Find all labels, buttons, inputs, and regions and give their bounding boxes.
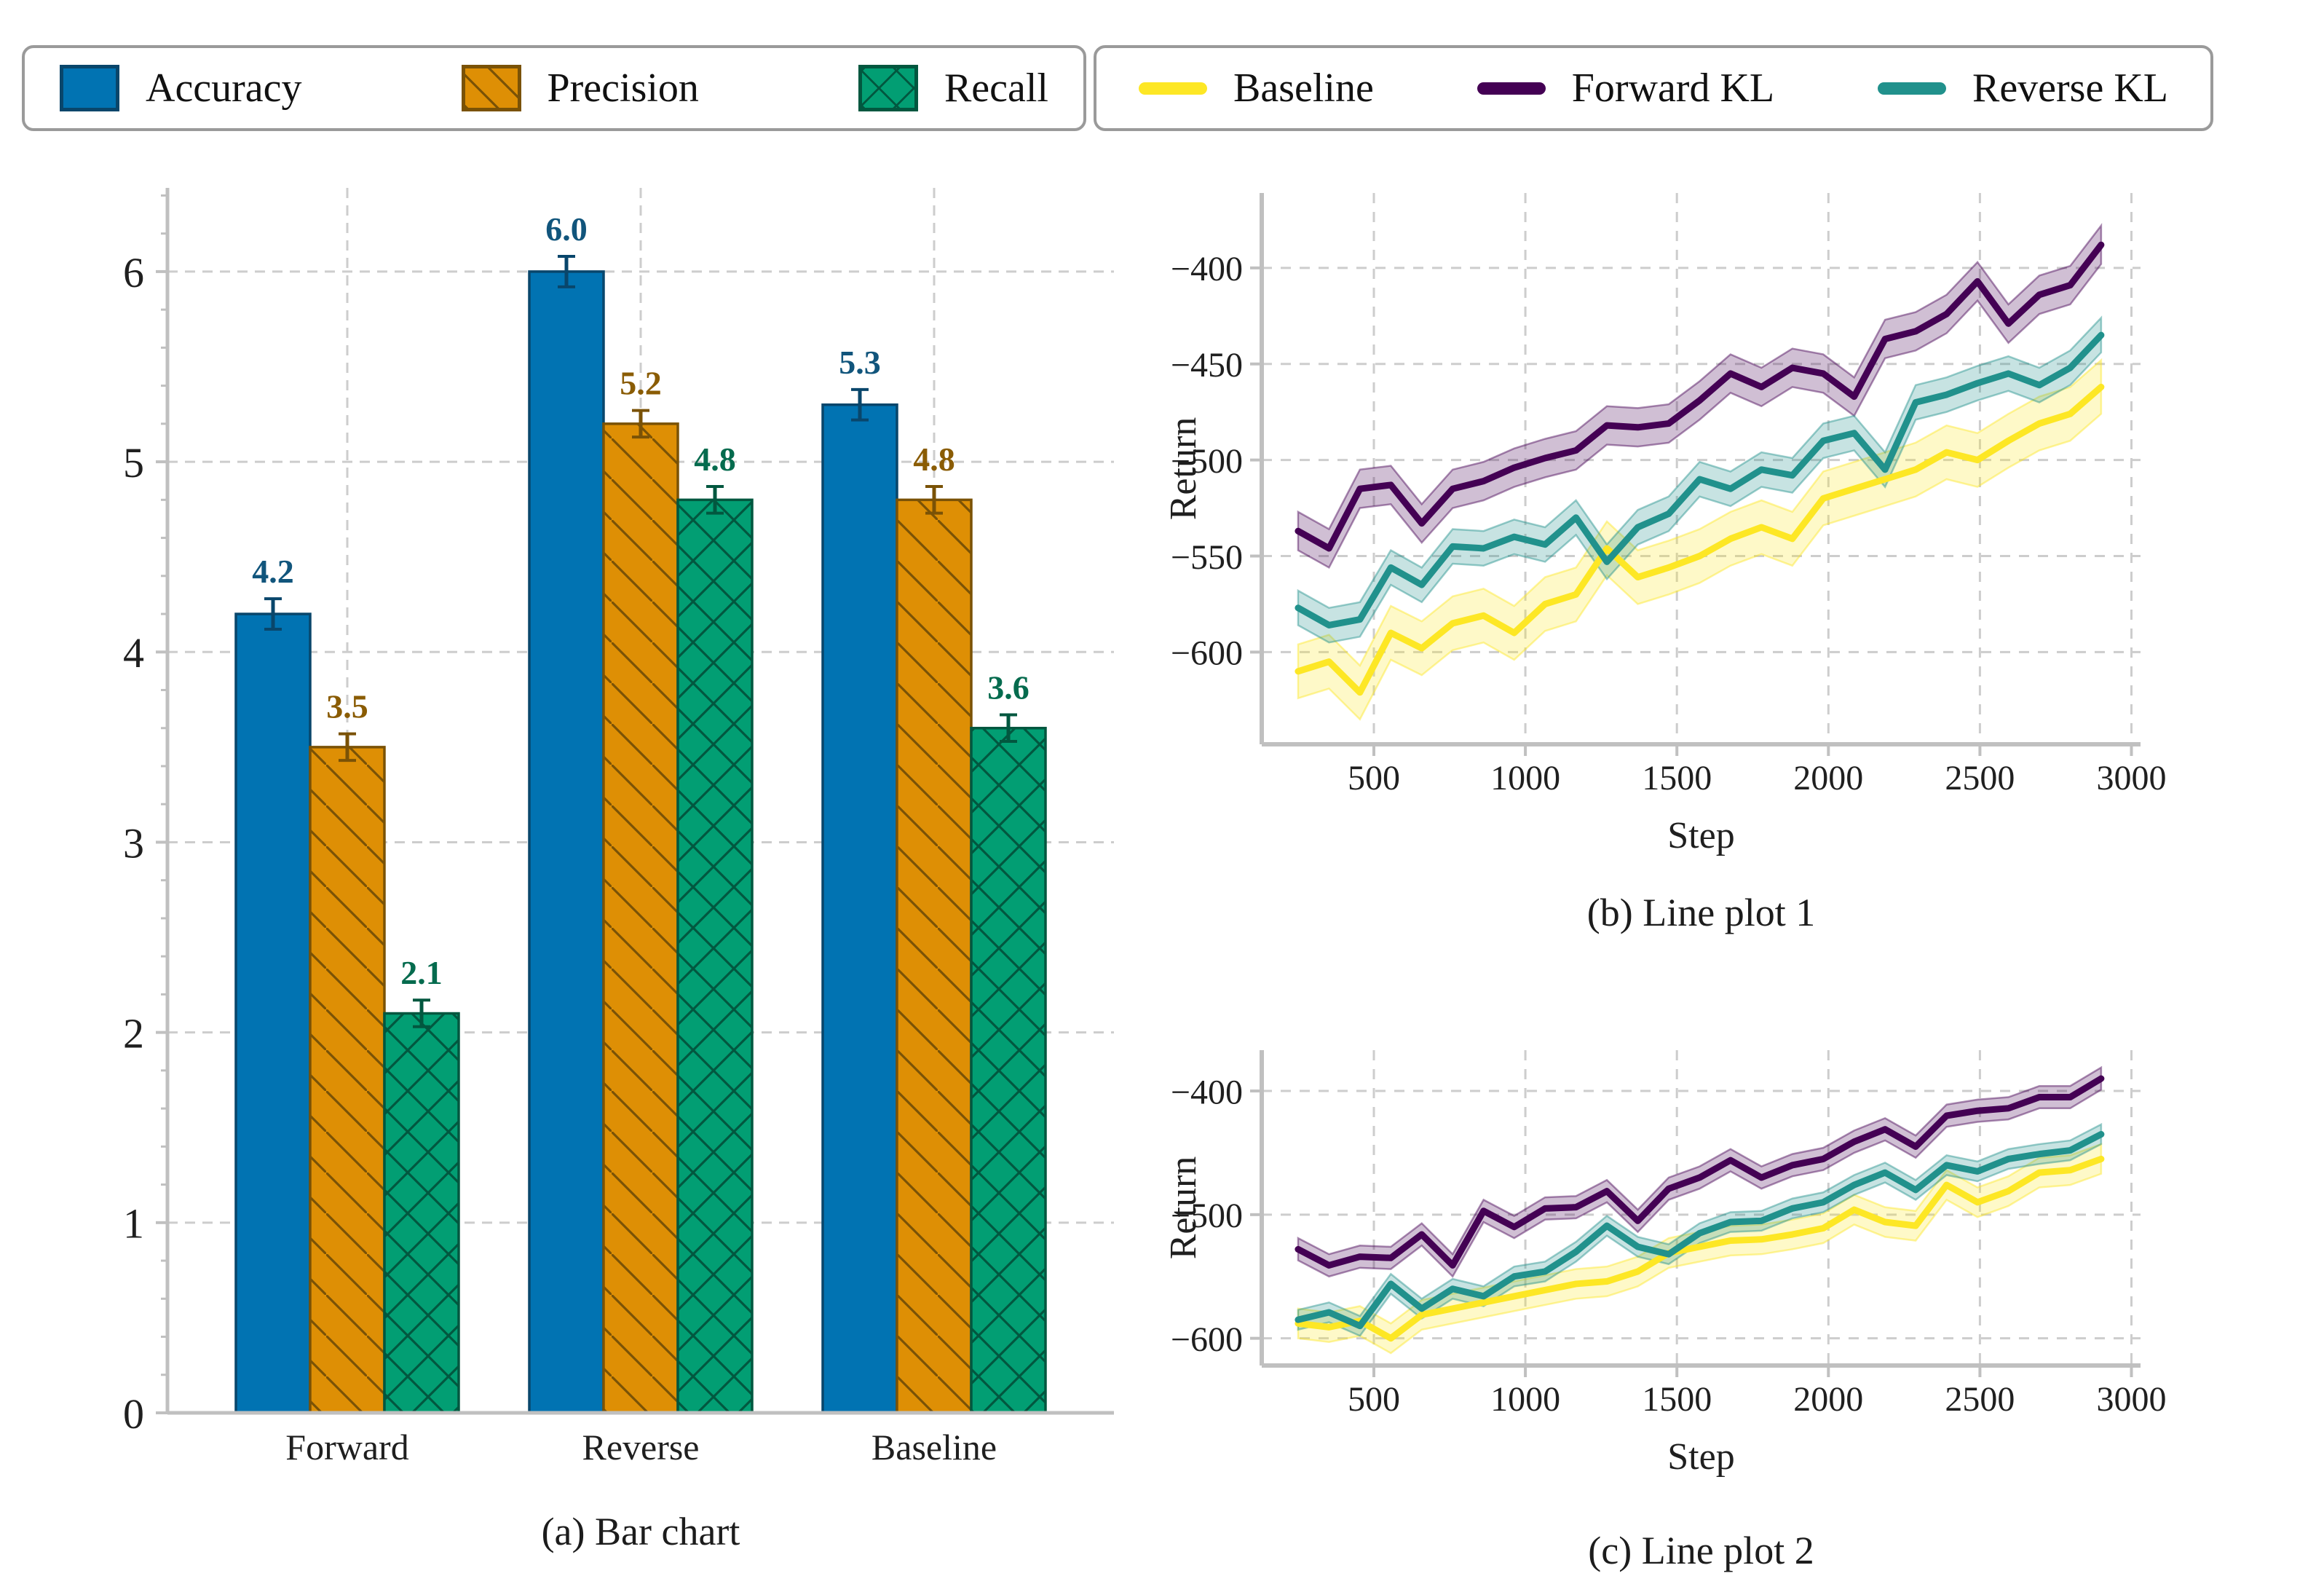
line-plot-1: 500 1000 1500 2000 2500 3000 −400 −450 −500 −550 −…: [1165, 193, 2167, 856]
recall-swatch-icon: [858, 65, 918, 111]
svg-text:6.0: 6.0: [545, 210, 588, 248]
svg-text:3.5: 3.5: [326, 688, 368, 725]
svg-text:4.8: 4.8: [694, 441, 736, 478]
svg-text:4.8: 4.8: [913, 441, 955, 478]
bar-chart: 4.2 3.5 2.1 Forward 6.0 5.2 4.8 Reverse 5.3 4.8 3.…: [123, 188, 1114, 1467]
forward-kl-line-icon: [1477, 82, 1546, 95]
line-plot-1-caption: (b) Line plot 1: [1586, 891, 1816, 934]
legend-label: Precision: [547, 66, 699, 111]
baseline-line-icon: [1139, 82, 1207, 95]
svg-text:3: 3: [123, 819, 144, 867]
legend-label: Reverse KL: [1972, 66, 2168, 111]
svg-text:Step: Step: [1667, 1436, 1734, 1478]
line-legend: Baseline Forward KL Reverse KL: [1094, 45, 2213, 131]
svg-text:2000: 2000: [1793, 759, 1863, 797]
svg-text:−550: −550: [1171, 538, 1243, 577]
legend-label: Forward KL: [1571, 66, 1775, 111]
svg-text:3000: 3000: [2097, 1380, 2167, 1419]
accuracy-swatch-icon: [60, 65, 119, 111]
svg-text:Baseline: Baseline: [872, 1427, 997, 1467]
svg-text:1500: 1500: [1642, 1380, 1712, 1419]
svg-text:1000: 1000: [1490, 1380, 1560, 1419]
svg-text:2500: 2500: [1945, 759, 2015, 797]
svg-text:1500: 1500: [1642, 759, 1712, 797]
svg-text:Forward: Forward: [285, 1427, 408, 1467]
svg-text:−400: −400: [1171, 1073, 1243, 1111]
legend-label: Baseline: [1233, 66, 1374, 111]
svg-text:2500: 2500: [1945, 1380, 2015, 1419]
reverse-kl-line-icon: [1877, 82, 1946, 95]
svg-text:3.6: 3.6: [987, 669, 1029, 706]
legend-label: Accuracy: [146, 66, 302, 111]
svg-text:2.1: 2.1: [400, 954, 443, 991]
legend-item-reverse-kl: Reverse KL: [1877, 66, 2168, 111]
svg-text:5: 5: [123, 439, 144, 486]
svg-text:Return: Return: [1165, 1156, 1204, 1260]
legend-item-forward-kl: Forward KL: [1477, 68, 1774, 109]
svg-text:500: 500: [1348, 1380, 1400, 1419]
svg-text:−450: −450: [1171, 346, 1243, 385]
legend-item-accuracy: Accuracy: [60, 65, 302, 111]
legend-label: Recall: [944, 66, 1048, 111]
svg-text:−600: −600: [1171, 1320, 1243, 1359]
legend-item-precision: Precision: [461, 65, 699, 111]
bar-chart-caption: (a) Bar chart: [541, 1510, 740, 1553]
svg-text:Step: Step: [1667, 815, 1734, 856]
svg-text:2: 2: [123, 1010, 144, 1057]
svg-text:6: 6: [123, 249, 144, 296]
bar-legend: Accuracy Precision Recall: [22, 45, 1086, 131]
svg-text:Reverse: Reverse: [582, 1427, 699, 1467]
svg-text:4.2: 4.2: [252, 553, 294, 590]
line-plot-2-caption: (c) Line plot 2: [1588, 1529, 1814, 1572]
svg-text:−500: −500: [1171, 1197, 1243, 1235]
svg-text:1: 1: [123, 1200, 144, 1248]
legend-item-baseline: Baseline: [1139, 68, 1374, 109]
svg-text:1000: 1000: [1490, 759, 1560, 797]
svg-text:−400: −400: [1171, 250, 1243, 288]
svg-text:500: 500: [1348, 759, 1400, 797]
svg-text:−600: −600: [1171, 634, 1243, 673]
svg-text:−500: −500: [1171, 442, 1243, 481]
svg-text:3000: 3000: [2097, 759, 2167, 797]
legend-item-recall: Recall: [858, 65, 1048, 111]
svg-text:Return: Return: [1165, 417, 1204, 521]
svg-text:5.3: 5.3: [839, 344, 881, 381]
svg-text:2000: 2000: [1793, 1380, 1863, 1419]
svg-text:5.2: 5.2: [620, 365, 662, 402]
svg-text:4: 4: [123, 629, 144, 677]
line-plot-2: 500 1000 1500 2000 2500 3000 −400 −500 −600 Step R…: [1165, 1050, 2167, 1478]
svg-text:0: 0: [123, 1390, 144, 1438]
precision-swatch-icon: [461, 65, 521, 111]
